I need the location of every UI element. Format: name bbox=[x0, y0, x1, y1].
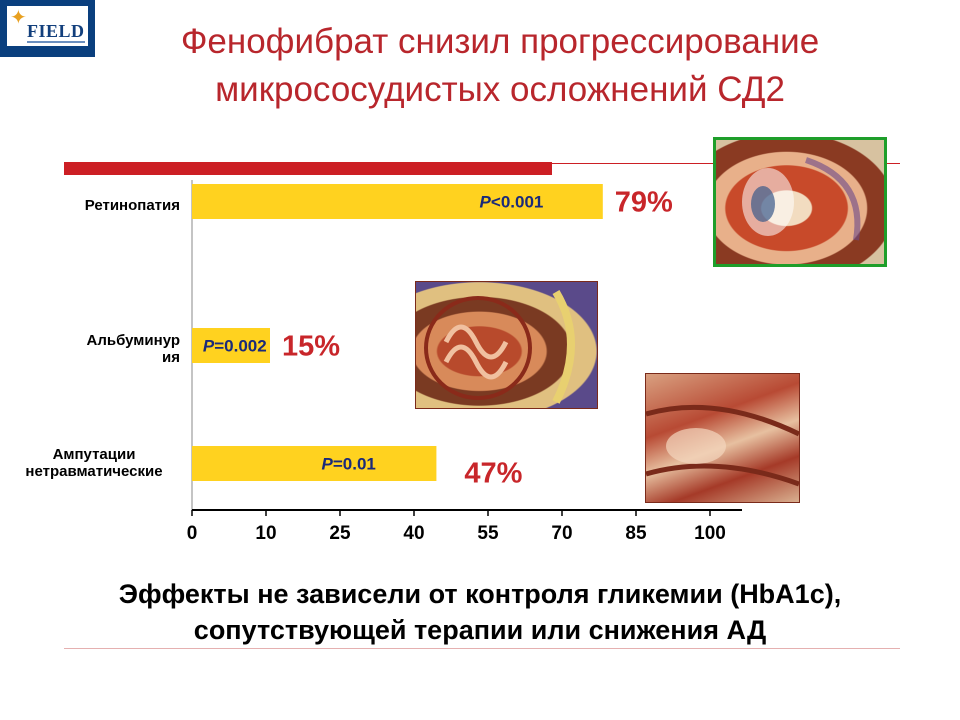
conclusion-line-2: сопутствующей терапии или снижения АД bbox=[193, 615, 767, 645]
x-tick-label: 55 bbox=[477, 523, 499, 544]
kidney-illustration bbox=[415, 281, 598, 409]
eye-illustration-detail bbox=[742, 157, 861, 241]
value-label: 15% bbox=[282, 331, 340, 363]
x-axis-label: Снижение риска, % bbox=[444, 552, 587, 569]
chart-ticks: 0 10 25 40 55 70 85 100 bbox=[187, 510, 726, 544]
category-line: Ампутации bbox=[52, 446, 136, 463]
logo-text: FIELD bbox=[27, 21, 85, 41]
value-label: 47% bbox=[464, 458, 522, 490]
logo-panel: ✦ FIELD bbox=[7, 6, 88, 46]
footer-line bbox=[64, 648, 900, 649]
category-label-amputations: Ампутации нетравматические bbox=[0, 446, 188, 480]
conclusion-line-1: Эффекты не зависели от контроля гликемии… bbox=[118, 579, 842, 609]
chart-bars bbox=[192, 184, 603, 481]
p-value-label: P=0.002 bbox=[203, 337, 267, 356]
title-line-2: микрососудистых осложнений СД2 bbox=[215, 70, 785, 109]
x-tick-label: 70 bbox=[551, 523, 572, 544]
logo-underline bbox=[27, 41, 85, 43]
star-icon: ✦ bbox=[10, 7, 27, 29]
category-label-albuminuria: Альбуминур ия bbox=[10, 332, 180, 366]
category-line: Альбуминур bbox=[86, 332, 180, 349]
value-label: 79% bbox=[615, 187, 673, 219]
category-line: ия bbox=[162, 349, 180, 366]
bar bbox=[192, 184, 603, 219]
artery-illustration-detail bbox=[645, 404, 801, 487]
field-logo: ✦ FIELD bbox=[0, 0, 95, 57]
title-line-1: Фенофибрат снизил прогрессирование bbox=[180, 22, 820, 61]
slide-title: Фенофибрат снизил прогрессирование микро… bbox=[100, 18, 900, 114]
x-tick-label: 85 bbox=[625, 523, 647, 544]
artery-illustration bbox=[645, 373, 801, 503]
x-tick-label: 25 bbox=[329, 523, 351, 544]
chart-labels: P<0.001 79% P=0.002 15% P=0.01 47% bbox=[203, 187, 673, 490]
accent-bar bbox=[64, 162, 552, 175]
category-line: Ретинопатия bbox=[84, 197, 180, 214]
x-tick-label: 40 bbox=[403, 523, 424, 544]
x-tick-label: 100 bbox=[694, 523, 726, 544]
category-line: нетравматические bbox=[25, 463, 163, 480]
eye-illustration bbox=[713, 137, 887, 267]
category-label-retinopathy: Ретинопатия bbox=[10, 197, 180, 214]
bar bbox=[192, 446, 437, 481]
x-tick-label: 0 bbox=[187, 523, 198, 544]
p-value-label: P<0.001 bbox=[480, 193, 544, 212]
kidney-illustration-detail bbox=[424, 289, 575, 404]
p-value-label: P=0.01 bbox=[322, 455, 376, 474]
bar bbox=[192, 328, 270, 363]
conclusion-text: Эффекты не зависели от контроля гликемии… bbox=[0, 576, 960, 648]
x-tick-label: 10 bbox=[255, 523, 276, 544]
